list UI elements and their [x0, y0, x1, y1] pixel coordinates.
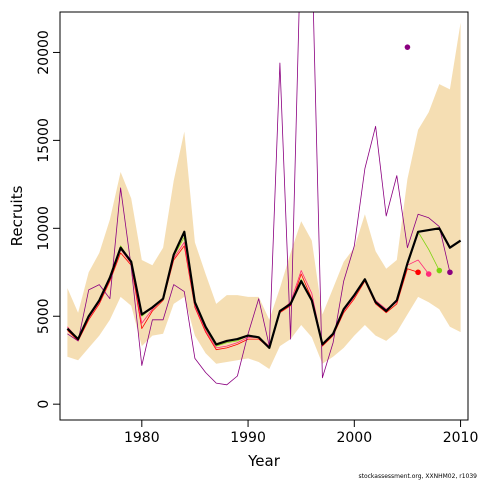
x-axis: 1980 1990 2000 2010 [124, 420, 478, 446]
y-axis: 0 5000 10000 15000 20000 [36, 30, 60, 409]
y-tick-label: 20000 [36, 30, 52, 75]
plot-frame [59, 11, 469, 421]
series-end-point-retro-3 [436, 267, 443, 274]
y-tick-label: 0 [36, 400, 52, 409]
series-end-point-retro-1 [415, 269, 421, 276]
plot-area [66, 12, 462, 386]
x-tick-label: 2010 [443, 430, 479, 446]
series-estimate [66, 227, 462, 349]
series-retro-5 [404, 44, 411, 50]
series-end-point-retro-4 [447, 269, 453, 276]
y-tick-label: 15000 [36, 118, 52, 163]
x-tick-label: 1990 [230, 430, 266, 446]
confidence-band [67, 22, 461, 369]
series-end-point-retro-2 [425, 271, 432, 277]
x-tick-label: 2000 [336, 430, 372, 446]
credit-text: stockassessment.org, XXNHM02, r1039 [358, 473, 477, 480]
series-line-retro-1 [67, 245, 419, 351]
series-retro-1 [67, 245, 421, 351]
series-line-estimate [66, 227, 462, 349]
y-axis-title: Recruits [8, 185, 26, 246]
y-tick-label: 10000 [36, 206, 52, 251]
x-tick-label: 1980 [124, 430, 160, 446]
y-tick-label: 5000 [36, 298, 52, 334]
x-axis-title: Year [247, 452, 281, 470]
series-end-point-retro-5 [404, 44, 411, 50]
